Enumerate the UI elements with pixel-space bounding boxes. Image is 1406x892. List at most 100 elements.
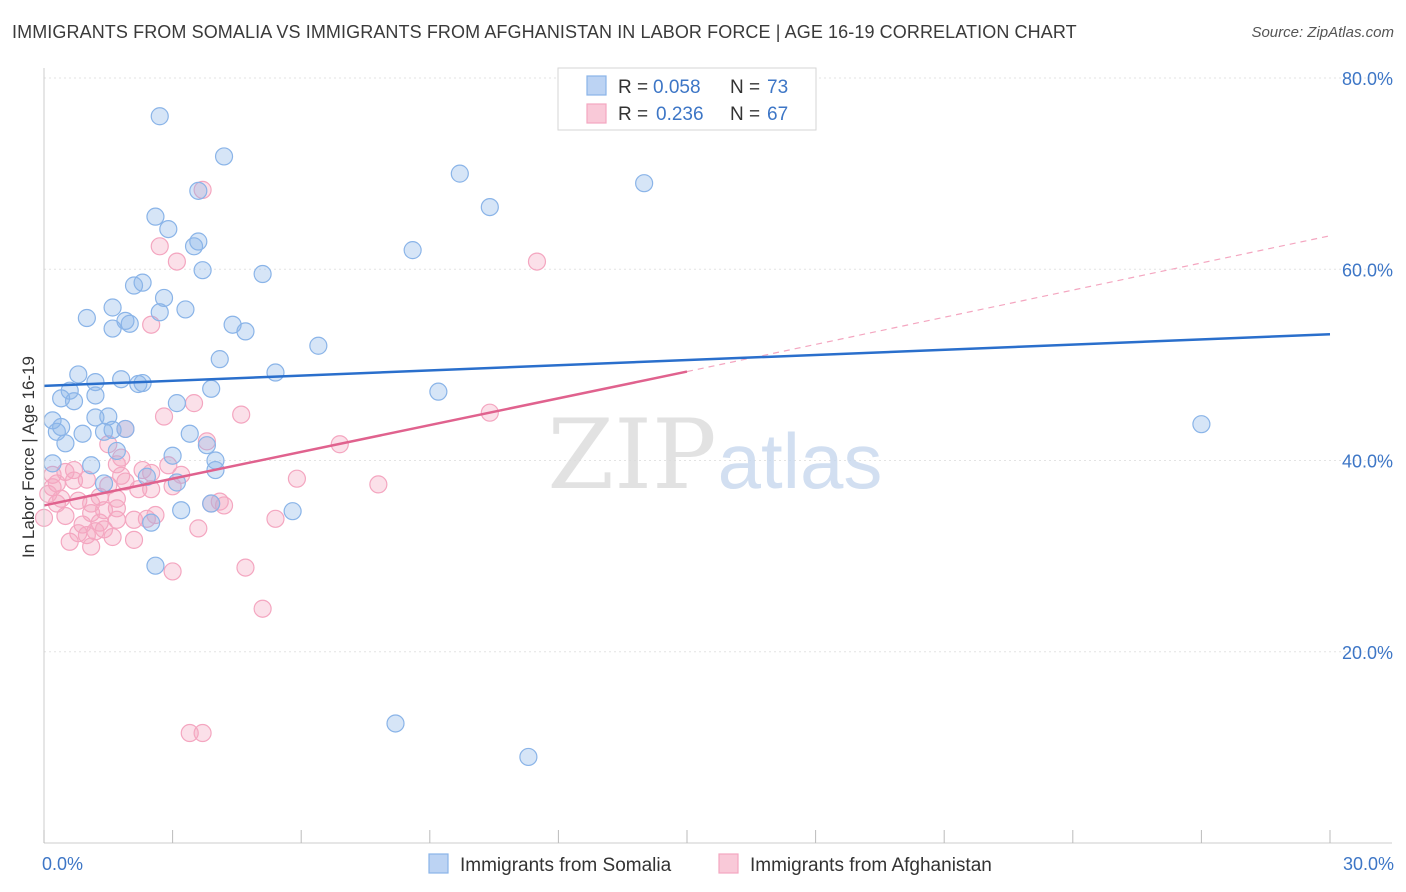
somalia-point-37 [159,219,178,239]
afghanistan-point-69 [527,252,547,271]
somalia-point-39 [167,394,186,413]
legend-r-label-afghanistan: R = [618,104,648,125]
x-tick-label-0: 0.0% [42,854,83,874]
somalia-point-56 [236,322,255,341]
watermark-atlas: atlas [718,417,883,505]
afghanistan-point-48 [163,562,182,581]
somalia-point-65 [480,197,499,217]
chart-title: IMMIGRANTS FROM SOMALIA VS IMMIGRANTS FR… [12,22,1077,42]
afghanistan-point-64 [266,509,285,528]
somalia-point-21 [107,441,126,461]
afghanistan-point-15 [77,525,96,545]
somalia-point-48 [197,436,216,455]
afghanistan-point-10 [64,460,84,480]
series-afghanistan-points [34,180,547,743]
afghanistan-point-36 [124,510,144,529]
somalia-point-43 [180,424,199,443]
y-tick-label-1: 40.0% [1342,452,1393,472]
somalia-point-68 [1192,415,1211,434]
somalia-point-15 [94,474,114,493]
somalia-point-36 [154,288,174,308]
somalia-point-46 [189,181,208,200]
somalia-point-31 [142,513,161,532]
somalia-point-4 [52,417,71,437]
somalia-point-35 [150,107,169,126]
somalia-point-54 [214,147,234,166]
watermark-zip: ZIP [547,399,716,511]
somalia-point-60 [309,336,328,355]
somalia-point-9 [73,424,92,443]
afghanistan-point-63 [253,599,272,618]
legend-n-label-afghanistan: N = [730,104,760,125]
somalia-point-13 [86,386,105,405]
somalia-point-61 [386,714,405,733]
somalia-point-6 [60,381,79,400]
afghanistan-point-16 [77,470,96,489]
somalia-point-47 [193,261,212,280]
somalia-point-49 [202,494,221,513]
bottom-legend-label-afghanistan: Immigrants from Afghanistan [750,855,992,876]
somalia-point-7 [64,392,84,411]
x-tick-label-1: 30.0% [1343,854,1394,874]
bottom-legend: Immigrants from Somalia Immigrants from … [428,853,992,876]
somalia-point-20 [103,298,122,317]
chart-source: Source: ZipAtlas.com [1251,24,1394,41]
afghanistan-trend-line [43,370,688,507]
somalia-point-58 [266,363,285,382]
afghanistan-point-6 [52,489,71,508]
afghanistan-point-45 [150,237,169,256]
somalia-point-34 [150,303,169,322]
somalia-point-0 [43,454,62,473]
y-tick-label-2: 60.0% [1342,260,1393,280]
somalia-point-62 [403,241,422,260]
somalia-point-66 [519,747,538,767]
bottom-legend-swatch-afghanistan [718,853,739,874]
trend-lines [43,235,1331,507]
legend-swatch-afghanistan [586,103,607,124]
legend-r-value-somalia: 0.058 [653,77,701,98]
somalia-point-11 [82,456,101,475]
somalia-point-28 [133,273,152,292]
somalia-point-42 [176,300,195,319]
legend-r-value-afghanistan: 0.236 [656,104,704,125]
afghanistan-trend-extension [686,235,1331,373]
afghanistan-point-47 [159,456,178,475]
legend-n-label-somalia: N = [730,77,760,98]
legend-box: R = 0.058 N = 73 R = 0.236 N = 67 [557,67,817,131]
afghanistan-point-37 [124,530,144,549]
somalia-point-67 [635,174,654,193]
bottom-legend-label-somalia: Immigrants from Somalia [460,855,672,876]
somalia-point-23 [116,419,135,439]
somalia-point-33 [146,207,165,226]
somalia-point-18 [103,420,122,439]
afghanistan-point-67 [369,475,388,494]
somalia-point-59 [283,502,302,521]
legend-r-label-somalia: R = [618,77,648,98]
legend-n-value-somalia: 73 [767,77,788,98]
afghanistan-point-62 [236,558,255,577]
y-tick-label-0: 20.0% [1342,643,1393,663]
afghanistan-point-57 [197,432,216,451]
somalia-point-5 [56,434,75,453]
somalia-point-64 [450,164,469,183]
somalia-point-25 [120,314,139,333]
somalia-point-63 [429,382,448,401]
afghanistan-point-54 [189,519,208,538]
somalia-point-14 [86,372,105,392]
somalia-point-41 [172,501,191,520]
somalia-point-12 [86,408,105,427]
afghanistan-point-53 [184,394,204,413]
somalia-point-50 [202,379,221,398]
afghanistan-point-19 [82,537,101,556]
legend-n-value-afghanistan: 67 [767,104,788,125]
somalia-point-57 [253,264,272,284]
legend-swatch-somalia [586,75,607,96]
afghanistan-point-29 [107,510,126,529]
afghanistan-point-7 [56,506,75,526]
axes: 20.0% 40.0% 60.0% 80.0% 0.0% 30.0% [42,68,1394,874]
afghanistan-point-52 [180,723,199,743]
series-somalia-points [43,107,1211,767]
somalia-point-17 [99,407,118,426]
y-axis-title: In Labor Force | Age 16-19 [19,356,38,558]
